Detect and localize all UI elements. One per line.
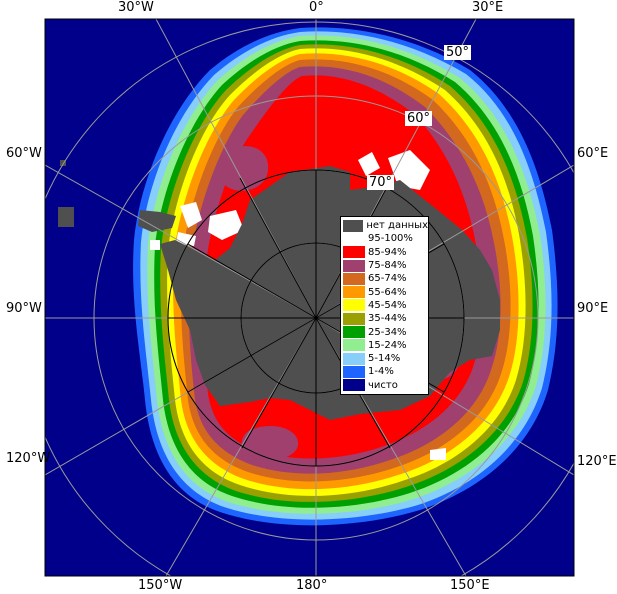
- legend-item: 5-14%: [343, 352, 428, 365]
- legend-swatch: [343, 299, 365, 312]
- legend-label: 25-34%: [368, 326, 407, 338]
- lat-label-60: 60°: [405, 111, 433, 126]
- legend-label: 45-54%: [368, 299, 407, 311]
- peninsula-no-data: [138, 210, 176, 232]
- legend-item: 1-4%: [343, 365, 428, 378]
- legend-item: чисто: [343, 379, 428, 392]
- legend-swatch: [343, 312, 365, 325]
- legend-item: 15-24%: [343, 339, 428, 352]
- legend-item: 55-64%: [343, 285, 428, 299]
- legend-item: 95-100%: [343, 232, 428, 245]
- legend-swatch: [343, 339, 365, 352]
- legend-item: 65-74%: [343, 272, 428, 285]
- legend-swatch: [343, 219, 364, 232]
- legend-item: 25-34%: [343, 325, 428, 339]
- lat-label-70: 70°: [367, 175, 395, 190]
- lon-label-120e: 120°E: [577, 454, 617, 469]
- legend-item: 45-54%: [343, 299, 428, 312]
- island-small: [60, 160, 66, 166]
- lon-label-120w: 120°W: [6, 451, 51, 466]
- legend-label: 5-14%: [368, 353, 401, 365]
- legend-label: 85-94%: [368, 246, 407, 258]
- legend-label: нет данных: [366, 220, 428, 232]
- legend-label: 55-64%: [368, 286, 407, 298]
- legend-swatch: [343, 232, 365, 245]
- lon-label-0: 0°: [309, 0, 324, 15]
- legend-swatch: [343, 365, 365, 378]
- lat-label-50: 50°: [444, 45, 472, 60]
- legend-item: 75-84%: [343, 259, 428, 272]
- lon-label-30e: 30°E: [472, 0, 504, 15]
- legend-label: 35-44%: [368, 313, 407, 325]
- lon-label-90e: 90°E: [577, 301, 609, 316]
- ice-patch-75-84-a: [218, 146, 269, 191]
- legend-swatch: [343, 246, 365, 259]
- legend-item: 85-94%: [343, 246, 428, 259]
- ice-concentration-legend: нет данных 95-100% 85-94% 75-84% 65-74% 55-64…: [340, 216, 429, 395]
- lon-label-30w: 30°W: [118, 0, 154, 15]
- legend-swatch: [343, 286, 365, 299]
- lon-label-60w: 60°W: [6, 146, 42, 161]
- lon-label-60e: 60°E: [577, 146, 609, 161]
- legend-label: 15-24%: [368, 339, 407, 351]
- legend-item: нет данных: [343, 219, 428, 232]
- legend-swatch: [343, 352, 365, 365]
- legend-swatch: [343, 326, 365, 339]
- legend-swatch: [343, 272, 365, 285]
- legend-label: чисто: [368, 379, 398, 391]
- legend-label: 65-74%: [368, 273, 407, 285]
- lon-label-150w: 150°W: [138, 578, 183, 593]
- legend-swatch: [343, 259, 365, 272]
- legend-swatch: [343, 379, 365, 392]
- legend-label: 75-84%: [368, 260, 407, 272]
- legend-label: 1-4%: [368, 366, 394, 378]
- lon-label-90w: 90°W: [6, 301, 42, 316]
- lon-label-180: 180°: [296, 578, 328, 593]
- island-south-georgia: [58, 207, 74, 227]
- lon-label-150e: 150°E: [450, 578, 490, 593]
- legend-label: 95-100%: [368, 233, 413, 245]
- ice-patch-75-84-c: [241, 425, 299, 460]
- legend-item: 35-44%: [343, 312, 428, 325]
